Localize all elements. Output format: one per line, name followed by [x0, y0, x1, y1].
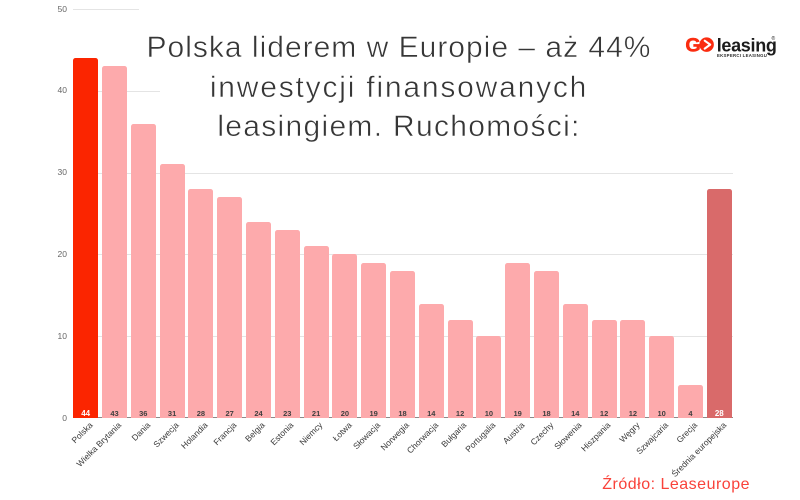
svg-text:leasing: leasing — [717, 35, 777, 55]
svg-text:G: G — [685, 35, 700, 57]
svg-text:EKSPERCI LEASINGU: EKSPERCI LEASINGU — [717, 53, 767, 58]
svg-text:®: ® — [772, 35, 776, 42]
